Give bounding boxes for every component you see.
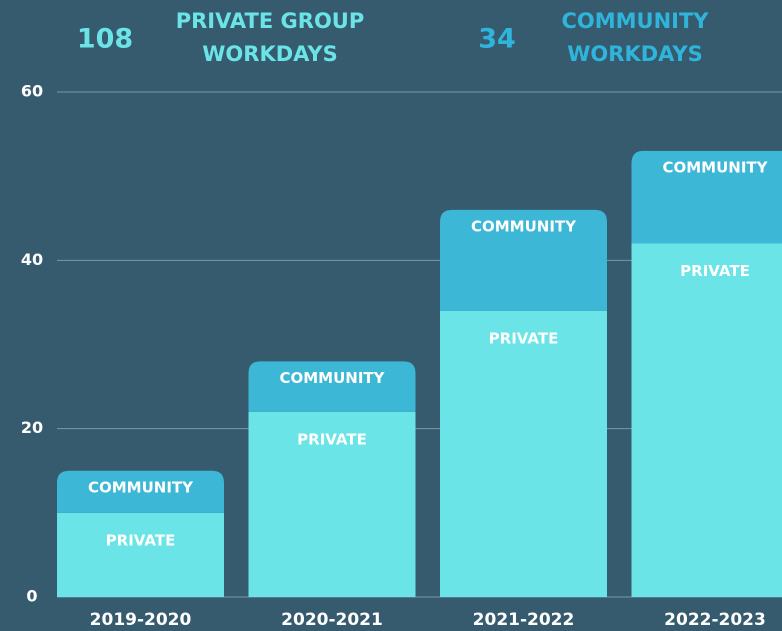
headline-number: 108 xyxy=(77,24,133,55)
headline-label: WORKDAYS xyxy=(202,42,337,66)
headline-label: WORKDAYS xyxy=(567,42,702,66)
headline-label: PRIVATE GROUP xyxy=(176,9,365,33)
segment-label: COMMUNITY xyxy=(88,478,194,496)
segment-label: COMMUNITY xyxy=(279,369,385,387)
x-tick-label: 2020-2021 xyxy=(281,610,383,630)
y-tick-label: 20 xyxy=(21,418,43,437)
bar-segment xyxy=(248,411,416,597)
x-tick-label: 2019-2020 xyxy=(90,610,192,630)
headline-label: COMMUNITY xyxy=(561,9,709,33)
segment-label: PRIVATE xyxy=(680,262,750,280)
segment-label: COMMUNITY xyxy=(662,158,768,176)
bar-segment xyxy=(631,243,782,597)
segment-label: PRIVATE xyxy=(489,329,559,347)
segment-label: COMMUNITY xyxy=(471,217,577,235)
y-tick-label: 0 xyxy=(26,587,37,606)
x-tick-label: 2021-2022 xyxy=(473,610,575,630)
segment-label: PRIVATE xyxy=(106,531,176,549)
headline-number: 34 xyxy=(478,24,516,55)
bar-segment xyxy=(440,310,607,597)
bar-segment xyxy=(631,150,782,244)
y-tick-label: 40 xyxy=(21,250,43,269)
x-tick-label: 2022-2023 xyxy=(664,610,766,630)
bar-segment xyxy=(248,361,416,412)
segment-label: PRIVATE xyxy=(297,430,367,448)
y-tick-label: 60 xyxy=(21,82,43,101)
bar-segment xyxy=(57,470,224,513)
bar-segment xyxy=(440,209,607,311)
bar-segment xyxy=(57,512,224,597)
